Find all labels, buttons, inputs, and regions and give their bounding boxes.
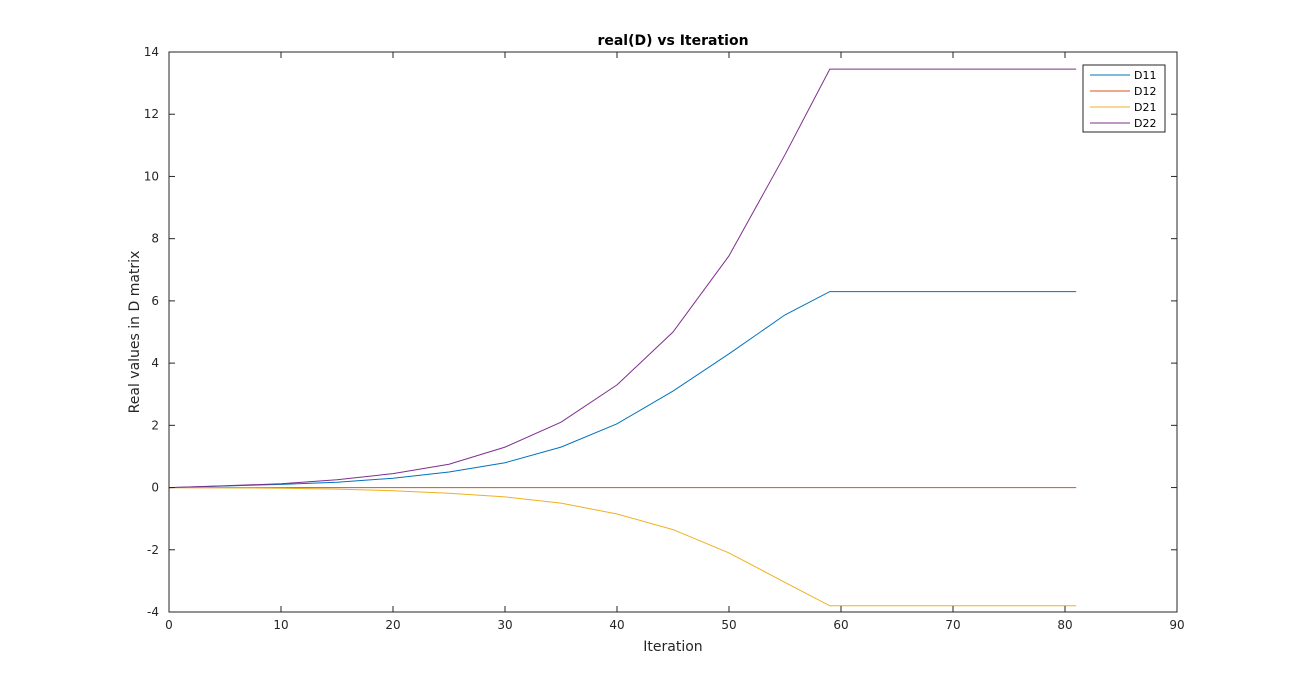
- x-axis-label: Iteration: [643, 639, 702, 655]
- x-tick-label: 50: [721, 618, 736, 632]
- y-tick-label: -2: [147, 543, 159, 557]
- x-tick-label: 80: [1057, 618, 1072, 632]
- y-tick-label: 12: [144, 107, 159, 121]
- y-tick-label: 8: [151, 232, 159, 246]
- x-tick-label: 20: [385, 618, 400, 632]
- y-tick-label: 6: [151, 294, 159, 308]
- legend-label-d22: D22: [1134, 117, 1156, 130]
- x-tick-label: 0: [165, 618, 173, 632]
- legend: D11 D12 D21 D22: [1082, 64, 1166, 133]
- x-tick-label: 10: [273, 618, 288, 632]
- series-line-d11: [168, 291, 1077, 489]
- y-tick-label: 4: [151, 356, 159, 370]
- x-tick-label: 70: [945, 618, 960, 632]
- x-tick-label: 60: [833, 618, 848, 632]
- y-tick-label: -4: [147, 605, 159, 619]
- legend-label-d11: D11: [1134, 69, 1156, 82]
- series-layer: [168, 68, 1077, 607]
- x-tick-label: 90: [1169, 618, 1184, 632]
- y-tick-label: 0: [151, 481, 159, 495]
- axes-box: [168, 51, 1178, 613]
- series-line-d21: [168, 487, 1077, 607]
- x-tick-label: 40: [609, 618, 624, 632]
- legend-label-d12: D12: [1134, 85, 1156, 98]
- ticks-layer: 0 10 20 30 40 50 60 70 80 90 -4 -2 0 2 4 6 8 10 12 14: [144, 45, 1185, 632]
- x-tick-label: 30: [497, 618, 512, 632]
- series-line-d22: [168, 68, 1077, 489]
- legend-label-d21: D21: [1134, 101, 1156, 114]
- y-tick-label: 14: [144, 45, 159, 59]
- y-tick-label: 2: [151, 418, 159, 432]
- legend-box: [1082, 64, 1166, 133]
- y-axis-label: Real values in D matrix: [127, 251, 143, 414]
- y-tick-label: 10: [144, 169, 159, 183]
- chart-title: real(D) vs Iteration: [597, 33, 748, 49]
